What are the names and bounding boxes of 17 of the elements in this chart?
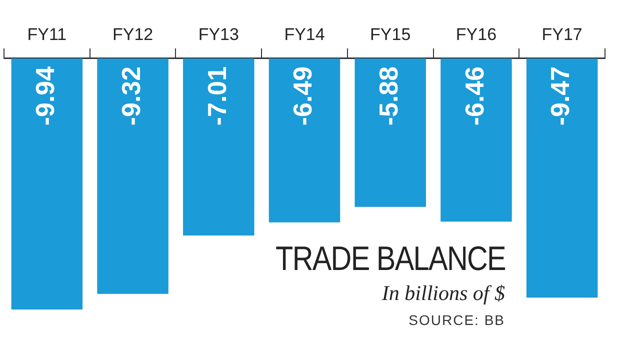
x-tick-label: FY11 xyxy=(27,24,67,44)
x-tick-label: FY13 xyxy=(198,24,239,44)
data-label: -9.32 xyxy=(116,66,146,126)
x-tick-label: FY15 xyxy=(370,24,411,44)
text: In billions of $ xyxy=(380,281,505,306)
data-label: -9.94 xyxy=(30,66,60,126)
data-label: -6.49 xyxy=(288,66,318,126)
x-tick-label: FY16 xyxy=(456,24,497,44)
data-label: -7.01 xyxy=(202,66,232,126)
data-label: -9.47 xyxy=(545,66,576,126)
text: TRADE BALANCE xyxy=(275,240,505,279)
data-label: -5.88 xyxy=(374,66,404,126)
data-label: -6.46 xyxy=(459,66,490,126)
x-tick-label: FY17 xyxy=(542,24,582,44)
source-note: SOURCE: BB xyxy=(408,312,505,328)
x-tick-label: FY14 xyxy=(284,24,325,44)
x-tick-label: FY12 xyxy=(112,24,154,44)
